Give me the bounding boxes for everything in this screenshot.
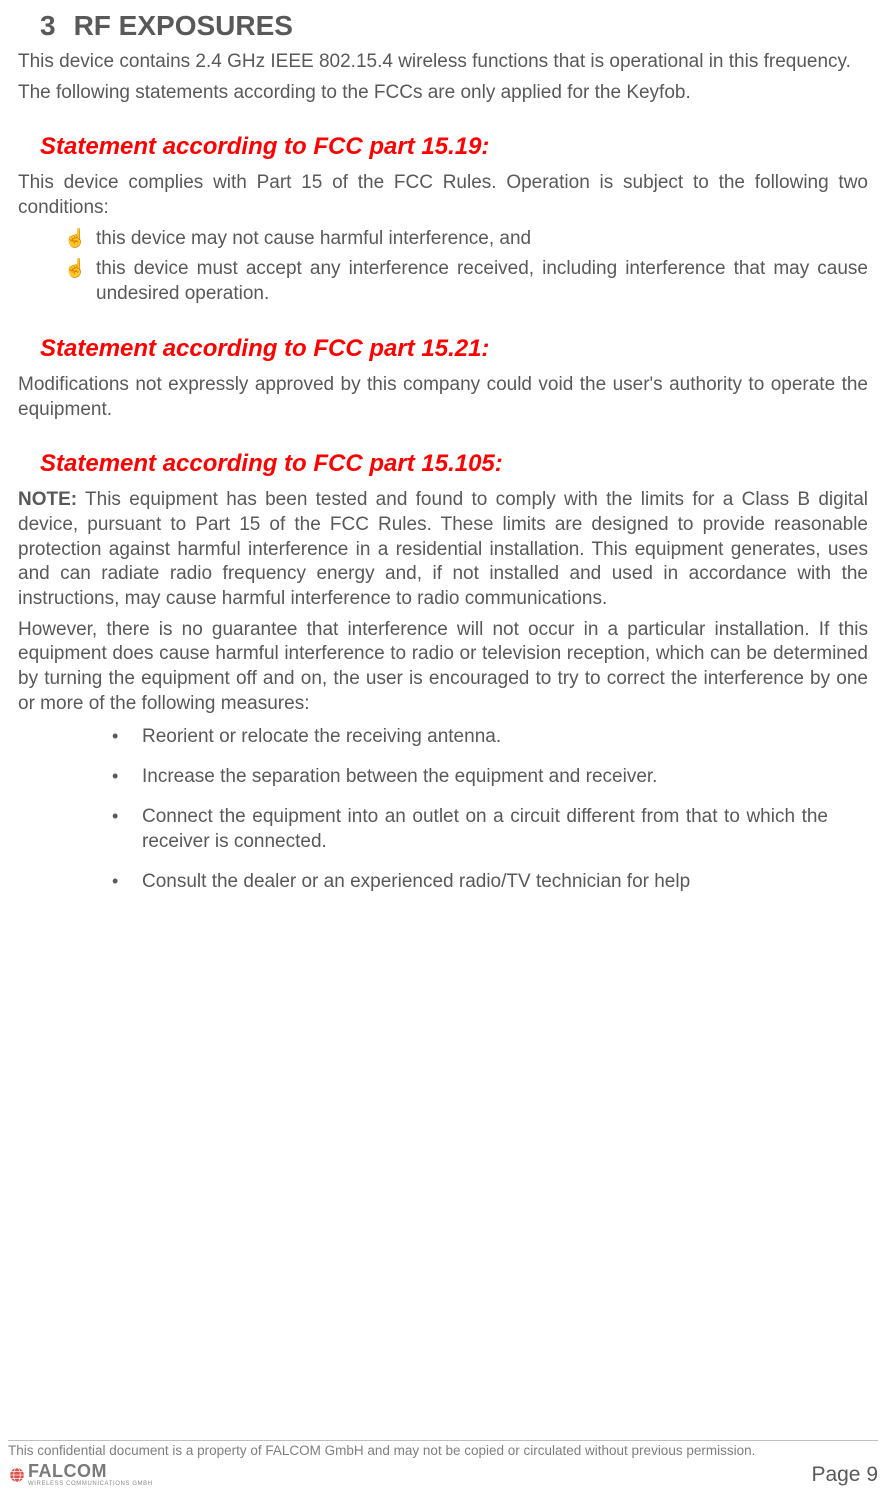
- footer-rule: [8, 1440, 878, 1441]
- section-heading: 3 RF EXPOSURES: [40, 10, 868, 42]
- logo-text-block: FALCOM WIRELESS COMMUNICATIONS GMBH: [28, 1462, 153, 1487]
- page-footer: This confidential document is a property…: [0, 1440, 886, 1487]
- globe-icon: [8, 1466, 26, 1484]
- sub1-lead: This device complies with Part 15 of the…: [18, 171, 868, 220]
- sub3-body2: However, there is no guarantee that inte…: [18, 618, 868, 717]
- sub2-body: Modifications not expressly approved by …: [18, 373, 868, 422]
- note-label: NOTE:: [18, 489, 77, 510]
- logo-text: FALCOM: [28, 1461, 107, 1481]
- intro-paragraph-2: The following statements according to th…: [18, 81, 868, 106]
- page-number: Page 9: [811, 1463, 878, 1487]
- subheading-15-19: Statement according to FCC part 15.19:: [40, 133, 868, 161]
- falcom-logo: FALCOM WIRELESS COMMUNICATIONS GMBH: [8, 1462, 153, 1487]
- footer-bottom-row: FALCOM WIRELESS COMMUNICATIONS GMBH Page…: [8, 1462, 878, 1487]
- subheading-15-21: Statement according to FCC part 15.21:: [40, 335, 868, 363]
- list-item: this device may not cause harmful interf…: [18, 227, 868, 252]
- section-title: RF EXPOSURES: [74, 10, 293, 41]
- note-body: This equipment has been tested and found…: [18, 489, 868, 609]
- list-item: Reorient or relocate the receiving anten…: [18, 724, 868, 750]
- sub1-list: this device may not cause harmful interf…: [18, 227, 868, 307]
- section-number: 3: [40, 10, 56, 41]
- subheading-15-105: Statement according to FCC part 15.105:: [40, 450, 868, 478]
- list-item: Connect the equipment into an outlet on …: [18, 804, 868, 855]
- intro-paragraph-1: This device contains 2.4 GHz IEEE 802.15…: [18, 50, 868, 75]
- sub3-bullets: Reorient or relocate the receiving anten…: [18, 724, 868, 894]
- footer-disclaimer: This confidential document is a property…: [8, 1443, 878, 1458]
- list-item: this device must accept any interference…: [18, 257, 868, 306]
- list-item: Increase the separation between the equi…: [18, 764, 868, 790]
- page-container: 3 RF EXPOSURES This device contains 2.4 G…: [0, 10, 886, 1495]
- sub3-note: NOTE: This equipment has been tested and…: [18, 488, 868, 611]
- logo-subtitle: WIRELESS COMMUNICATIONS GMBH: [28, 1481, 153, 1487]
- list-item: Consult the dealer or an experienced rad…: [18, 869, 868, 895]
